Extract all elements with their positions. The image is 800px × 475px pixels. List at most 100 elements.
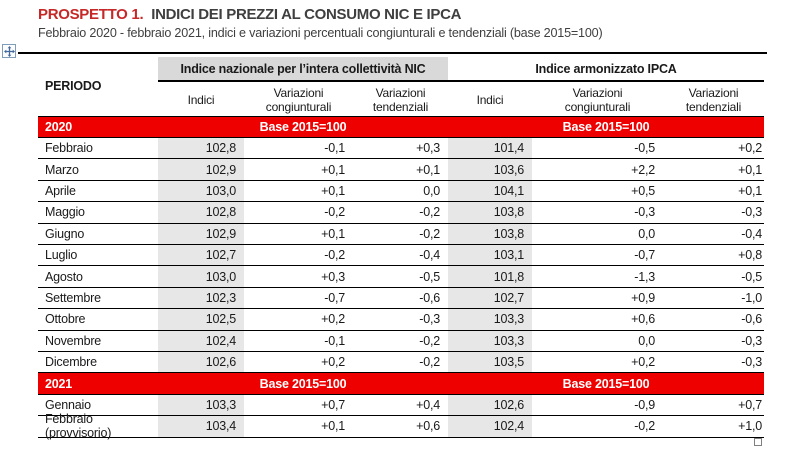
- ipca-var-tend-cell: -1,0: [741, 290, 762, 305]
- ipca-var-cong-cell: 0,0: [638, 226, 655, 241]
- ipca-index-cell: 103,3: [448, 309, 532, 330]
- nic-var-cong-cell: -0,1: [324, 141, 345, 156]
- ipca-var-tend-cell: +0,8: [738, 248, 762, 263]
- table-move-handle-icon[interactable]: [2, 44, 16, 58]
- nic-index-cell: 102,9: [158, 159, 244, 180]
- ipca-index-cell: 103,6: [448, 159, 532, 180]
- period-cell: Giugno: [45, 226, 85, 241]
- table-row: Ottobre 102,5 +0,2 -0,3 103,3 +0,6 -0,6: [38, 309, 764, 331]
- indices-table: PERIODO Indice nazionale per l’intera co…: [38, 53, 764, 441]
- ipca-var-cong-cell: -0,3: [634, 205, 655, 220]
- period-column-header: PERIODO: [45, 79, 102, 93]
- period-cell: Febbraio (provvisorio): [45, 412, 112, 441]
- ipca-var-cong-cell: +2,2: [631, 162, 655, 177]
- ipca-var-tend-cell: -0,3: [741, 333, 762, 348]
- nic-index-cell: 103,0: [158, 266, 244, 287]
- table-row: Gennaio 103,3 +0,7 +0,4 102,6 -0,9 +0,7: [38, 394, 764, 417]
- ipca-var-cong-cell: +0,9: [631, 290, 655, 305]
- subheader-ipca-indici: Indici: [476, 92, 504, 107]
- ipca-index-cell: 103,8: [448, 223, 532, 244]
- nic-var-tend-cell: -0,2: [419, 355, 440, 370]
- page-title: PROSPETTO 1. INDICI DEI PREZZI AL CONSUM…: [38, 6, 462, 23]
- ipca-var-cong-cell: -0,2: [634, 419, 655, 434]
- ipca-index-cell: 102,4: [448, 416, 532, 437]
- page-subtitle: Febbraio 2020 - febbraio 2021, indici e …: [38, 26, 603, 40]
- nic-var-cong-cell: +0,1: [321, 226, 345, 241]
- ipca-var-cong-cell: +0,5: [631, 183, 655, 198]
- nic-var-tend-cell: -0,3: [419, 312, 440, 327]
- ipca-index-cell: 102,6: [448, 394, 532, 416]
- nic-var-cong-cell: -0,1: [324, 333, 345, 348]
- ipca-var-tend-cell: +0,1: [738, 162, 762, 177]
- ipca-index-cell: 103,5: [448, 351, 532, 373]
- period-cell: Agosto: [45, 269, 83, 284]
- ipca-var-cong-cell: 0,0: [638, 333, 655, 348]
- nic-var-tend-cell: +0,3: [416, 141, 440, 156]
- table-header: PERIODO Indice nazionale per l’intera co…: [38, 53, 764, 117]
- nic-var-tend-cell: 0,0: [423, 183, 440, 198]
- ipca-var-cong-cell: +0,2: [631, 355, 655, 370]
- nic-var-cong-cell: -0,2: [324, 248, 345, 263]
- ipca-var-tend-cell: +0,7: [738, 398, 762, 413]
- table-row: Marzo 102,9 +0,1 +0,1 103,6 +2,2 +0,1: [38, 159, 764, 181]
- ipca-var-tend-cell: -0,3: [741, 205, 762, 220]
- group-header-ipca: Indice armonizzato IPCA: [448, 57, 764, 80]
- group-header-underline: [158, 80, 764, 82]
- ipca-var-cong-cell: -0,5: [634, 141, 655, 156]
- ipca-index-cell: 103,8: [448, 202, 532, 223]
- ipca-index-cell: 102,7: [448, 287, 532, 309]
- ipca-var-tend-cell: -0,3: [741, 355, 762, 370]
- nic-var-tend-cell: -0,4: [419, 248, 440, 263]
- nic-index-cell: 102,5: [158, 309, 244, 330]
- year-label: 2021: [45, 376, 73, 391]
- base-label-nic: Base 2015=100: [259, 376, 347, 391]
- nic-var-cong-cell: -0,2: [324, 205, 345, 220]
- nic-var-tend-cell: +0,6: [416, 419, 440, 434]
- subheader-nic-var-tendenziali: Variazioni tendenziali: [372, 85, 429, 114]
- ipca-var-tend-cell: +1,0: [738, 419, 762, 434]
- ipca-var-tend-cell: +0,2: [738, 141, 762, 156]
- ipca-index-cell: 104,1: [448, 180, 532, 202]
- table-row: Novembre 102,4 -0,1 -0,2 103,3 0,0 -0,3: [38, 330, 764, 352]
- table-resize-handle-icon[interactable]: [754, 438, 762, 446]
- year-band-2020: 2020 Base 2015=100 Base 2015=100: [38, 117, 764, 138]
- period-cell: Gennaio: [45, 398, 91, 413]
- table-row: Dicembre 102,6 +0,2 -0,2 103,5 +0,2 -0,3: [38, 351, 764, 374]
- ipca-var-tend-cell: -0,4: [741, 226, 762, 241]
- ipca-var-cong-cell: -0,7: [634, 248, 655, 263]
- nic-var-tend-cell: -0,6: [419, 290, 440, 305]
- table-row: Febbraio (provvisorio) 103,4 +0,1 +0,6 1…: [38, 412, 764, 441]
- period-cell: Maggio: [45, 205, 85, 220]
- ipca-var-cong-cell: +0,6: [631, 312, 655, 327]
- ipca-var-cong-cell: -1,3: [634, 269, 655, 284]
- table-row: Febbraio 102,8 -0,1 +0,3 101,4 -0,5 +0,2: [38, 138, 764, 160]
- nic-var-cong-cell: +0,2: [321, 312, 345, 327]
- nic-var-tend-cell: +0,1: [416, 162, 440, 177]
- nic-var-cong-cell: -0,7: [324, 290, 345, 305]
- table-top-border: [18, 52, 767, 54]
- nic-index-cell: 102,8: [158, 202, 244, 223]
- nic-index-cell: 103,4: [158, 416, 244, 437]
- ipca-index-cell: 103,1: [448, 244, 532, 266]
- ipca-index-cell: 101,4: [448, 138, 532, 159]
- year-label: 2020: [45, 120, 73, 134]
- nic-index-cell: 102,6: [158, 351, 244, 373]
- subheader-ipca-var-tendenziali: Variazioni tendenziali: [685, 85, 742, 114]
- nic-var-cong-cell: +0,1: [321, 183, 345, 198]
- title-prefix: PROSPETTO 1.: [38, 6, 144, 23]
- period-cell: Marzo: [45, 162, 79, 177]
- nic-index-cell: 103,0: [158, 180, 244, 202]
- base-label-nic: Base 2015=100: [259, 120, 347, 134]
- move-arrows-icon: [3, 45, 15, 57]
- base-label-ipca: Base 2015=100: [562, 120, 650, 134]
- nic-var-cong-cell: +0,7: [321, 398, 345, 413]
- table-row: Giugno 102,9 +0,1 -0,2 103,8 0,0 -0,4: [38, 223, 764, 245]
- nic-var-tend-cell: -0,2: [419, 226, 440, 241]
- period-cell: Luglio: [45, 248, 78, 263]
- group-header-nic: Indice nazionale per l’intera collettivi…: [158, 57, 448, 80]
- base-label-ipca: Base 2015=100: [562, 376, 650, 391]
- ipca-var-tend-cell: -0,5: [741, 269, 762, 284]
- subheader-nic-indici: Indici: [187, 92, 215, 107]
- table-row: Luglio 102,7 -0,2 -0,4 103,1 -0,7 +0,8: [38, 244, 764, 267]
